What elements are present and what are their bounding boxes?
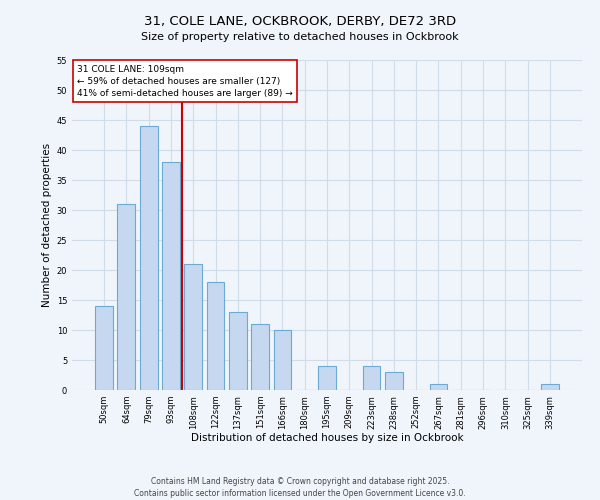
Bar bbox=[251, 324, 269, 390]
Text: 31, COLE LANE, OCKBROOK, DERBY, DE72 3RD: 31, COLE LANE, OCKBROOK, DERBY, DE72 3RD bbox=[144, 15, 456, 28]
Bar bbox=[95, 306, 113, 390]
Bar bbox=[274, 330, 292, 390]
Bar bbox=[229, 312, 247, 390]
Bar bbox=[430, 384, 448, 390]
Text: 31 COLE LANE: 109sqm
← 59% of detached houses are smaller (127)
41% of semi-deta: 31 COLE LANE: 109sqm ← 59% of detached h… bbox=[77, 65, 293, 98]
Text: Size of property relative to detached houses in Ockbrook: Size of property relative to detached ho… bbox=[141, 32, 459, 42]
Bar bbox=[385, 372, 403, 390]
Bar bbox=[318, 366, 336, 390]
X-axis label: Distribution of detached houses by size in Ockbrook: Distribution of detached houses by size … bbox=[191, 433, 463, 443]
Bar bbox=[362, 366, 380, 390]
Bar bbox=[140, 126, 158, 390]
Bar bbox=[118, 204, 136, 390]
Bar bbox=[162, 162, 180, 390]
Y-axis label: Number of detached properties: Number of detached properties bbox=[43, 143, 52, 307]
Bar bbox=[184, 264, 202, 390]
Bar bbox=[541, 384, 559, 390]
Text: Contains HM Land Registry data © Crown copyright and database right 2025.
Contai: Contains HM Land Registry data © Crown c… bbox=[134, 476, 466, 498]
Bar bbox=[206, 282, 224, 390]
